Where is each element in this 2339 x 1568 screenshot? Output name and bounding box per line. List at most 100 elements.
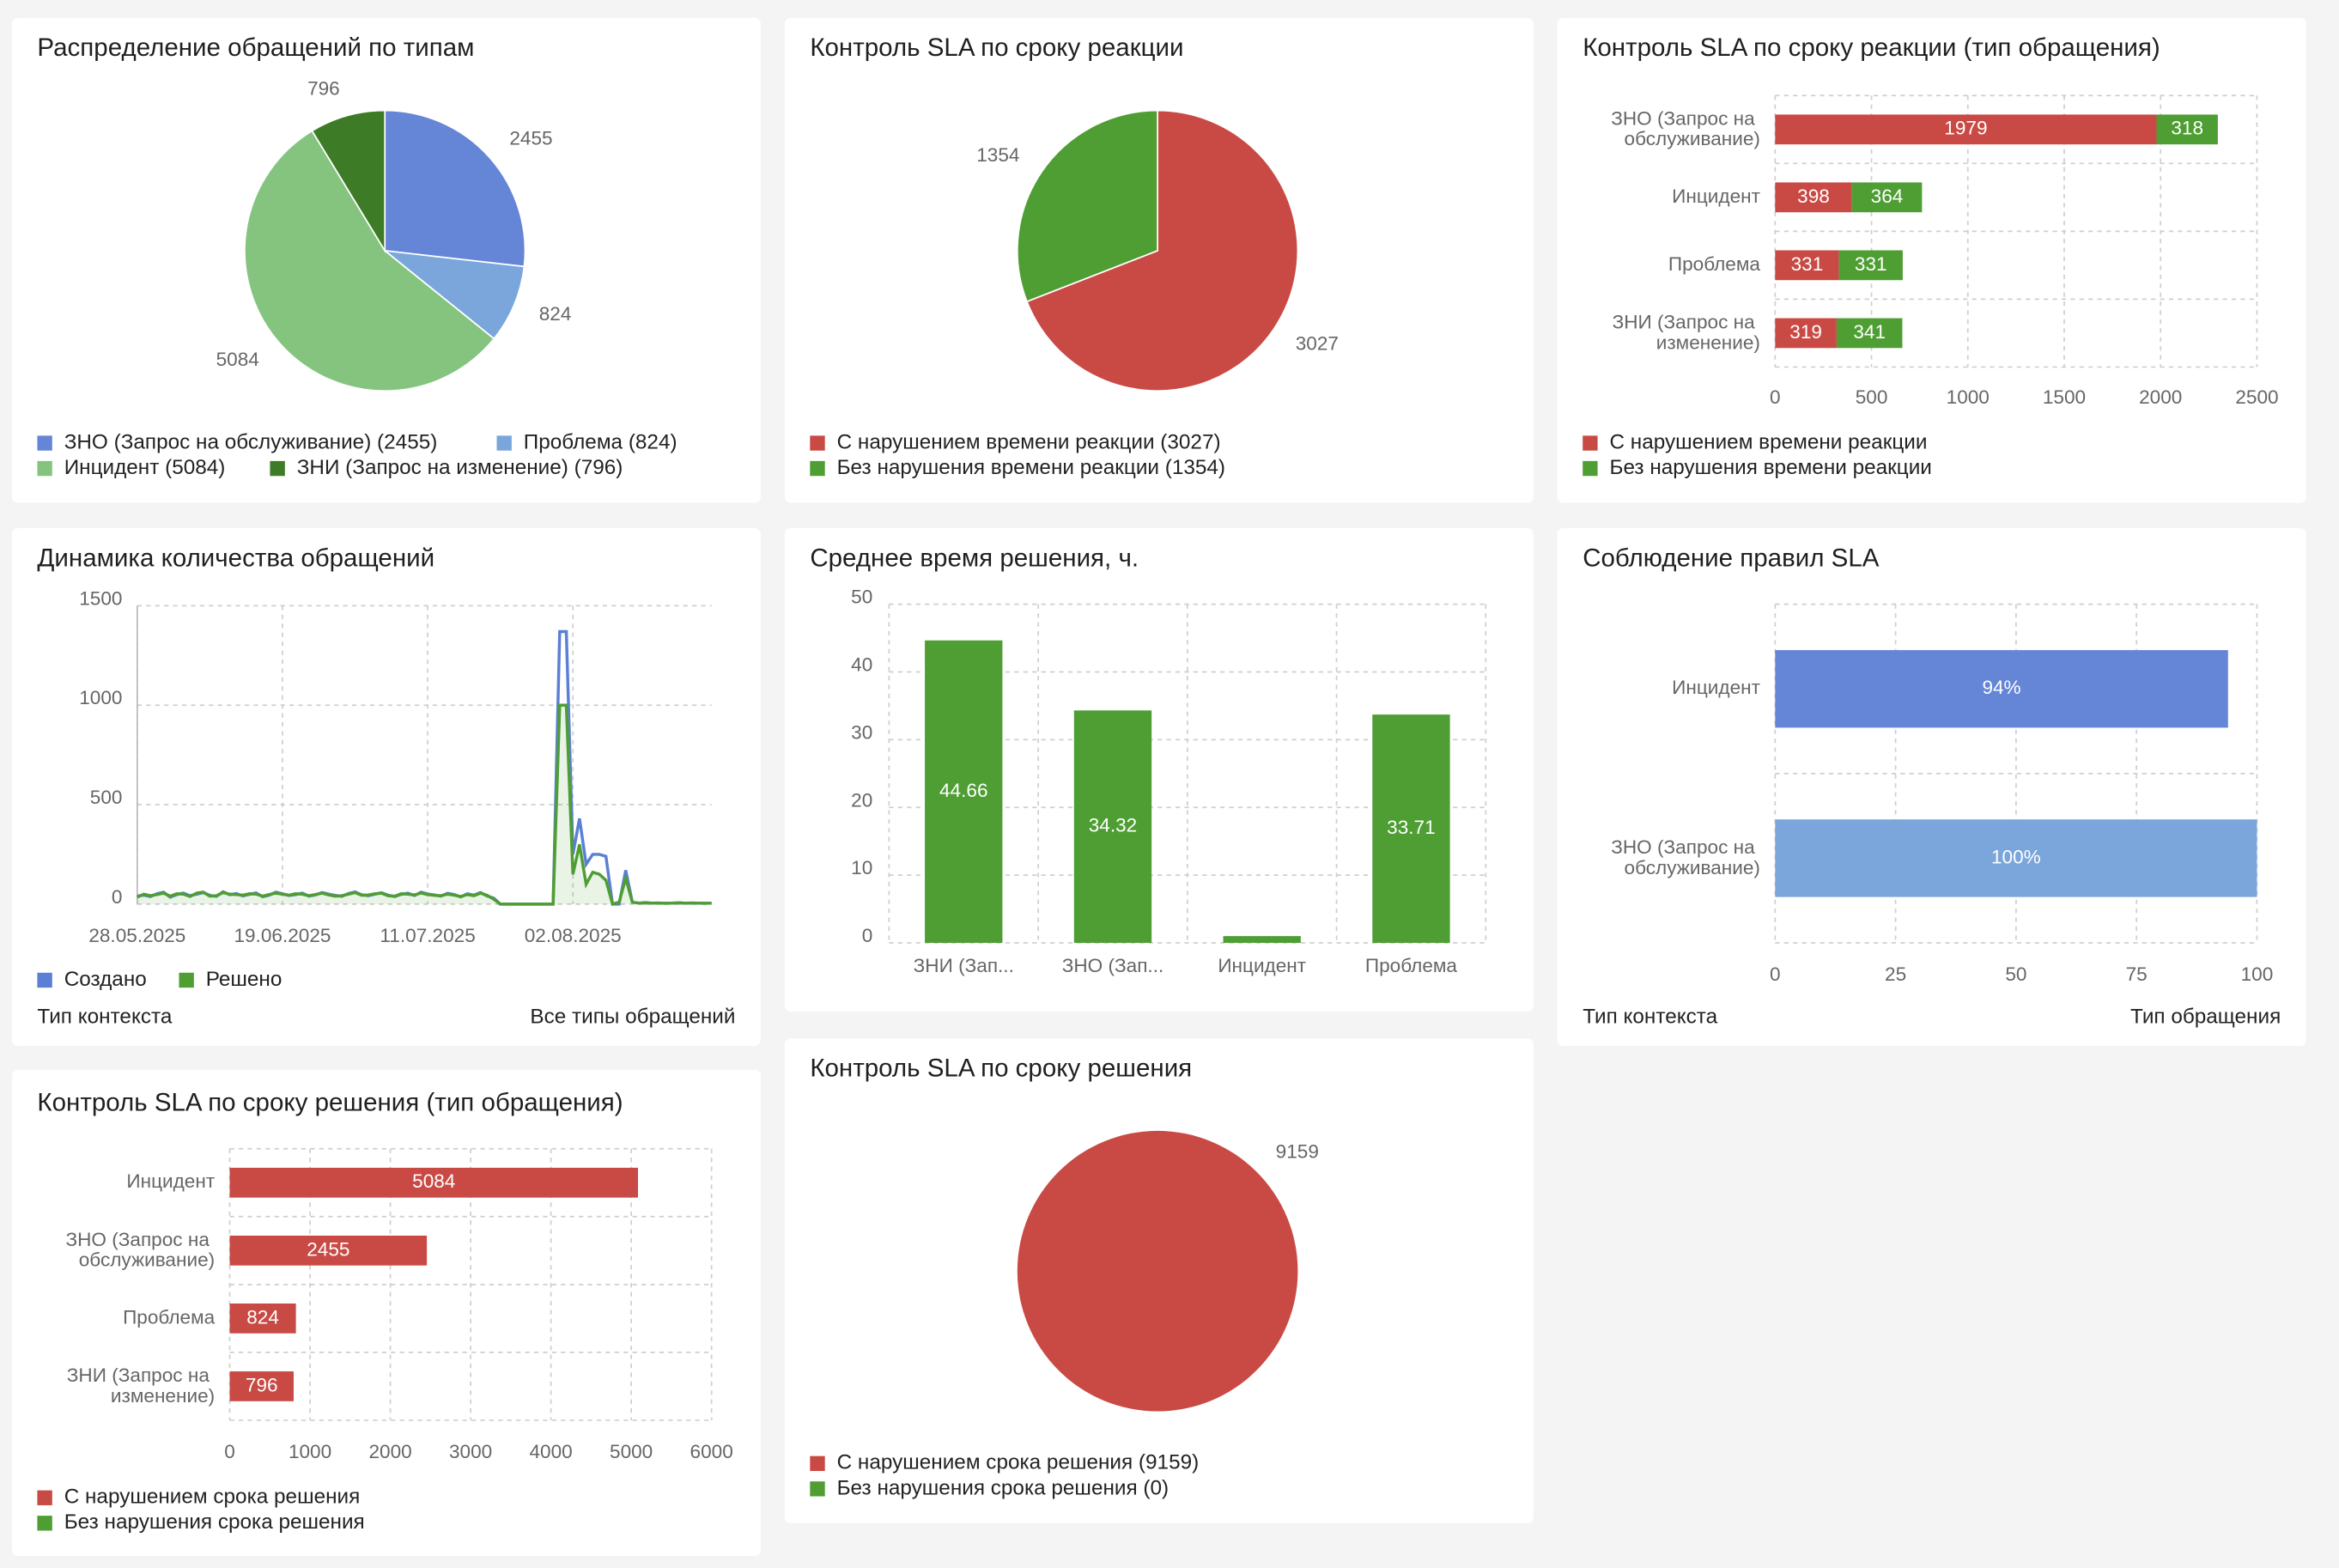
legend-swatch <box>37 1490 52 1505</box>
legend-swatch <box>1583 435 1598 451</box>
pie-slice <box>311 109 386 254</box>
chart-title: Распределение обращений по типам <box>37 33 474 62</box>
legend-label: С нарушением срока решения <box>64 1486 361 1509</box>
x-tick-label: 0 <box>1770 963 1781 985</box>
footer-label: Тип контекста <box>1583 1005 1717 1028</box>
legend-swatch <box>810 460 825 477</box>
pie-label: 2455 <box>509 127 552 149</box>
category-label: ЗНО (Запрос на обслуживание) <box>1611 107 1760 149</box>
legend-label: С нарушением срока решения (9159) <box>837 1451 1200 1474</box>
bar <box>1775 650 2228 728</box>
legend-label: Без нарушения времени реакции (1354) <box>837 456 1225 479</box>
bar-label: 331 <box>1855 253 1887 275</box>
bar <box>229 1303 296 1334</box>
legend-label: ЗНИ (Запрос на изменение) (796) <box>297 456 623 479</box>
bar <box>1775 819 2257 897</box>
legend-swatch <box>270 460 285 477</box>
category-label: ЗНО (Запрос на обслуживание) <box>65 1229 215 1271</box>
category-label: Инцидент <box>126 1170 215 1192</box>
legend-swatch <box>37 460 52 477</box>
legend-swatch <box>810 1456 825 1472</box>
bar-label: 319 <box>1789 321 1822 343</box>
bar-label: 824 <box>246 1306 279 1328</box>
pie-label: 9159 <box>1276 1141 1319 1163</box>
y-tick-label: 0 <box>862 925 873 946</box>
chart-title: Среднее время решения, ч. <box>810 544 1139 572</box>
legend-label: Инцидент (5084) <box>64 456 226 479</box>
bar-label: 318 <box>2171 118 2203 139</box>
x-tick-label: 28.05.2025 <box>88 925 185 946</box>
legend-swatch <box>37 1516 52 1531</box>
pie-label: 824 <box>539 303 572 325</box>
pie-label: 3027 <box>1296 333 1339 355</box>
y-tick-label: 30 <box>851 721 872 743</box>
legend-label: Без нарушения срока решения <box>64 1510 365 1534</box>
bar-label: 331 <box>1791 253 1824 275</box>
bar <box>1372 714 1450 944</box>
category-label: ЗНО (Запрос на обслуживание) <box>1611 836 1760 878</box>
legend-swatch <box>179 972 194 988</box>
x-tick-label: 4000 <box>530 1441 573 1462</box>
bar <box>1775 250 1839 281</box>
legend-swatch <box>37 435 52 451</box>
legend-label: Без нарушения времени реакции <box>1609 456 1931 479</box>
bar <box>1838 250 1903 281</box>
y-tick-label: 1000 <box>79 687 122 708</box>
pie-label: 1354 <box>976 144 1019 166</box>
pie-label: 796 <box>307 78 340 100</box>
pie-slice <box>1025 109 1299 392</box>
legend-label: Решено <box>206 968 283 991</box>
x-tick-label: 2000 <box>368 1441 411 1462</box>
x-tick-label: 02.08.2025 <box>525 925 622 946</box>
x-tick-label: 5000 <box>610 1441 653 1462</box>
y-tick-label: 500 <box>90 787 123 808</box>
bar-label: 34.32 <box>1089 815 1138 836</box>
bar-label: 100% <box>1991 846 2041 867</box>
bar-label: 33.71 <box>1387 817 1436 838</box>
x-tick-label: 3000 <box>449 1441 492 1462</box>
y-tick-label: 50 <box>851 586 872 608</box>
legend-label: ЗНО (Запрос на обслуживание) (2455) <box>64 430 438 453</box>
legend-label: Создано <box>64 968 147 991</box>
legend-label: С нарушением времени реакции (3027) <box>837 430 1221 453</box>
y-tick-label: 10 <box>851 857 872 878</box>
chart-title: Контроль SLA по сроку решения <box>810 1054 1192 1082</box>
bar <box>229 1371 294 1401</box>
bar-label: 44.66 <box>939 780 988 801</box>
bar-label: 1979 <box>1944 118 1987 139</box>
x-tick-label: 19.06.2025 <box>234 925 331 946</box>
chart-title: Соблюдение правил SLA <box>1583 544 1880 572</box>
bar-label: 94% <box>1982 677 2020 698</box>
x-tick-label: 25 <box>1885 963 1906 985</box>
x-tick-label: Инцидент <box>1218 955 1306 976</box>
line <box>137 703 712 907</box>
x-tick-label: 1000 <box>289 1441 331 1462</box>
legend-swatch <box>496 435 512 451</box>
x-tick-label: 100 <box>2241 963 2274 985</box>
bar-label: 341 <box>1853 321 1886 343</box>
x-tick-label: 0 <box>224 1441 235 1462</box>
y-tick-label: 20 <box>851 789 872 811</box>
category-label: ЗНИ (Запрос на изменение) <box>67 1364 215 1407</box>
legend-label: Без нарушения срока решения (0) <box>837 1476 1170 1499</box>
legend-label: С нарушением времени реакции <box>1609 430 1927 453</box>
x-tick-label: 2500 <box>2235 386 2278 408</box>
x-tick-label: ЗНО (Зап... <box>1062 955 1164 976</box>
x-tick-label: 11.07.2025 <box>380 925 475 946</box>
footer-label: Тип обращения <box>2130 1005 2281 1028</box>
pie-slice <box>382 249 526 340</box>
x-tick-label: 1000 <box>1947 386 1990 408</box>
bar <box>229 1167 638 1198</box>
category-label: Инцидент <box>1672 185 1760 207</box>
pie-slice <box>244 130 495 392</box>
bar-label: 364 <box>1871 185 1904 207</box>
bar <box>1223 936 1301 944</box>
y-tick-label: 0 <box>112 886 123 908</box>
legend-swatch <box>37 972 52 988</box>
footer-label: Все типы обращений <box>530 1005 735 1028</box>
bar <box>1073 710 1152 944</box>
x-tick-label: 2000 <box>2139 386 2182 408</box>
chart-title: Динамика количества обращений <box>37 544 434 572</box>
